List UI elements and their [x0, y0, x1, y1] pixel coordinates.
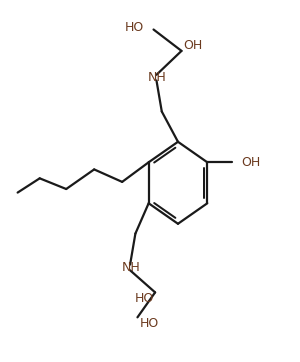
- Text: NH: NH: [148, 71, 166, 84]
- Text: HO: HO: [134, 292, 154, 304]
- Text: HO: HO: [125, 21, 144, 34]
- Text: NH: NH: [121, 261, 140, 274]
- Text: OH: OH: [183, 39, 202, 52]
- Text: HO: HO: [140, 317, 159, 330]
- Text: OH: OH: [242, 156, 261, 169]
